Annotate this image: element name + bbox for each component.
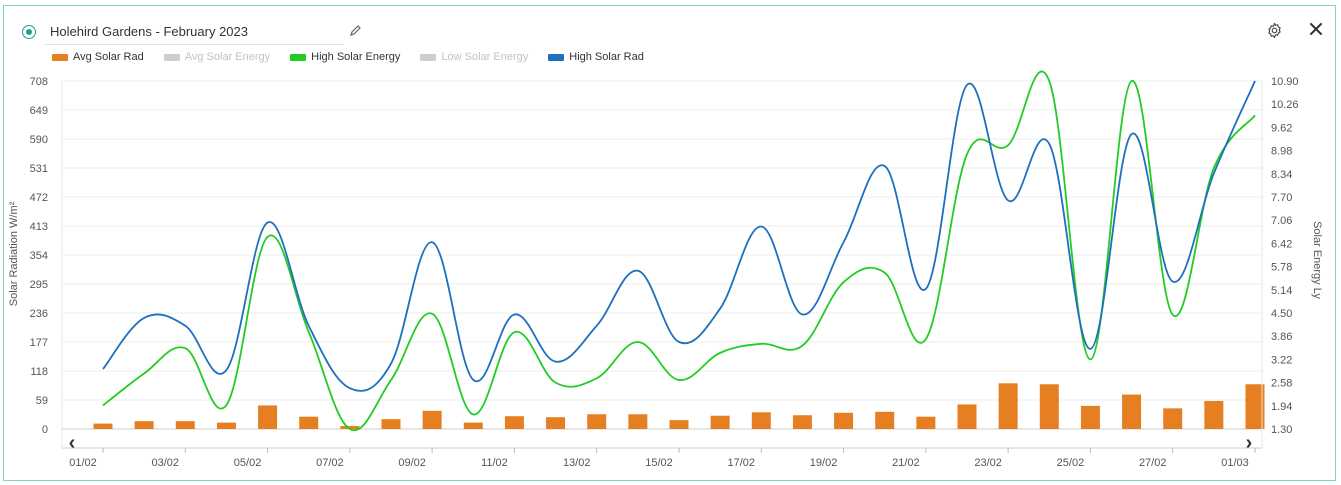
legend-label: Avg Solar Rad — [73, 51, 144, 63]
legend-swatch — [52, 53, 68, 61]
legend-item-avg-solar-energy[interactable]: Avg Solar Energy — [163, 51, 271, 63]
legend-swatch — [290, 53, 307, 61]
chevron-left-icon[interactable]: ‹ — [69, 432, 76, 454]
gear-icon[interactable] — [1266, 22, 1283, 39]
legend-label: Avg Solar Energy — [184, 51, 271, 63]
title-divider — [44, 44, 344, 45]
pencil-icon[interactable] — [348, 24, 362, 38]
legend-item-high-solar-rad[interactable]: High Solar Rad — [548, 51, 644, 63]
legend-label: Low Solar Energy — [441, 51, 529, 63]
status-indicator-icon[interactable] — [22, 25, 36, 39]
chart-panel: Holehird Gardens - February 2023 — [3, 5, 1336, 481]
chart-title: Holehird Gardens - February 2023 — [50, 24, 248, 39]
legend-item-low-solar-energy[interactable]: Low Solar Energy — [420, 51, 528, 63]
legend-label: High Solar Energy — [311, 51, 401, 63]
legend-swatch — [420, 53, 437, 61]
legend-item-avg-solar-rad[interactable]: Avg Solar Rad — [52, 51, 144, 63]
legend-swatch — [548, 53, 565, 61]
chevron-right-icon[interactable]: › — [1246, 432, 1253, 454]
legend-swatch — [163, 53, 180, 61]
chart-legend: Avg Solar Rad Avg Solar Energy High Sola… — [52, 50, 664, 64]
legend-label: High Solar Rad — [569, 51, 644, 63]
legend-item-high-solar-energy[interactable]: High Solar Energy — [290, 51, 400, 63]
close-icon[interactable] — [1309, 22, 1323, 36]
